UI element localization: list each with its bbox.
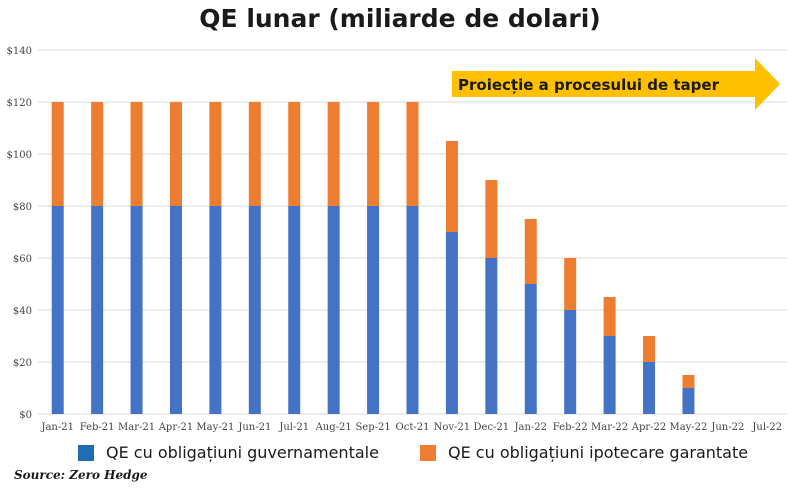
bar-mortgage <box>564 258 577 310</box>
x-tick-label: Oct-21 <box>396 422 430 433</box>
y-tick-label: $80 <box>13 202 32 213</box>
x-tick-label: Sep-21 <box>355 422 390 433</box>
bar-government <box>524 284 537 414</box>
bar-mortgage <box>445 141 458 232</box>
x-tick-label: Jan-21 <box>40 422 74 433</box>
bar-government <box>288 206 301 414</box>
chart-title: QE lunar (miliarde de dolari) <box>199 4 601 33</box>
legend-label-mortgage: QE cu obligațiuni ipotecare garantate <box>448 443 749 462</box>
y-tick-label: $100 <box>7 150 32 161</box>
x-tick-label: Jul-22 <box>751 422 782 433</box>
bar-government <box>603 336 616 414</box>
bar-mortgage <box>327 102 340 206</box>
x-tick-label: Jul-21 <box>278 422 309 433</box>
bar-mortgage <box>130 102 143 206</box>
x-tick-label: Mar-21 <box>118 422 155 433</box>
bar-mortgage <box>288 102 301 206</box>
legend-label-government: QE cu obligațiuni guvernamentale <box>106 443 379 462</box>
bar-mortgage <box>603 297 616 336</box>
bar-mortgage <box>367 102 380 206</box>
x-tick-label: Jan-22 <box>514 422 548 433</box>
x-tick-label: Nov-21 <box>434 422 471 433</box>
y-tick-label: $140 <box>7 46 32 57</box>
projection-arrow <box>452 58 780 110</box>
y-tick-label: $120 <box>7 98 32 109</box>
bar-government <box>445 232 458 414</box>
bar-mortgage <box>524 219 537 284</box>
bar-mortgage <box>682 375 695 388</box>
bar-mortgage <box>169 102 182 206</box>
bar-government <box>130 206 143 414</box>
y-tick-label: $40 <box>13 306 32 317</box>
bar-government <box>406 206 419 414</box>
y-tick-label: $0 <box>19 410 32 421</box>
bar-government <box>51 206 64 414</box>
bar-government <box>643 362 656 414</box>
bar-mortgage <box>248 102 261 206</box>
x-tick-label: May-22 <box>669 422 707 433</box>
bar-government <box>682 388 695 414</box>
bar-government <box>248 206 261 414</box>
legend-swatch-mortgage <box>420 444 436 461</box>
legend-item-government: QE cu obligațiuni guvernamentale <box>78 443 379 462</box>
bar-government <box>485 258 498 414</box>
bar-government <box>209 206 222 414</box>
y-tick-label: $20 <box>13 358 32 369</box>
x-tick-label: Jun-22 <box>710 422 744 433</box>
legend-item-mortgage: QE cu obligațiuni ipotecare garantate <box>420 443 748 462</box>
bar-mortgage <box>91 102 104 206</box>
bar-government <box>367 206 380 414</box>
bar-government <box>564 310 577 414</box>
x-tick-label: Apr-21 <box>158 422 194 433</box>
bar-government <box>169 206 182 414</box>
bar-mortgage <box>406 102 419 206</box>
x-tick-label: Jun-21 <box>237 422 271 433</box>
bar-government <box>327 206 340 414</box>
x-tick-label: Aug-21 <box>315 422 352 433</box>
source-note: Source: Zero Hedge <box>14 468 148 482</box>
x-tick-label: Feb-22 <box>553 422 588 433</box>
legend-swatch-government <box>78 444 94 461</box>
bar-mortgage <box>643 336 656 362</box>
y-tick-label: $60 <box>13 254 32 265</box>
bar-government <box>91 206 104 414</box>
x-tick-label: May-21 <box>196 422 234 433</box>
x-tick-label: Mar-22 <box>591 422 628 433</box>
legend: QE cu obligațiuni guvernamentale QE cu o… <box>0 443 800 465</box>
x-tick-label: Dec-21 <box>474 422 510 433</box>
bar-mortgage <box>485 180 498 258</box>
projection-label: Proiecție a procesului de taper <box>458 76 720 94</box>
x-tick-label: Apr-22 <box>631 422 667 433</box>
x-tick-label: Feb-21 <box>80 422 115 433</box>
bar-mortgage <box>209 102 222 206</box>
bar-mortgage <box>51 102 64 206</box>
